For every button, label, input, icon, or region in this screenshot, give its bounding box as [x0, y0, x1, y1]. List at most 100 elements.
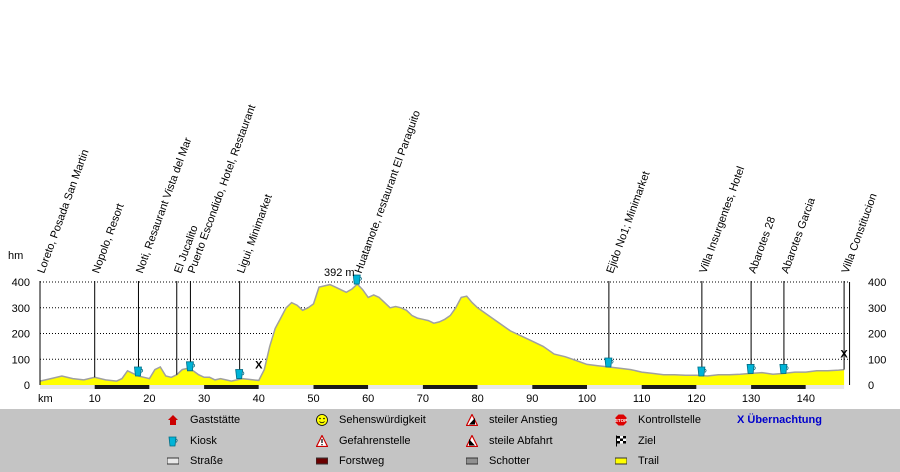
x-tick-label: 80 [471, 393, 483, 405]
max-elevation-label: 392 m [324, 267, 355, 279]
x-axis-label: km [38, 393, 53, 405]
kiosk-cup-body [235, 369, 244, 379]
surface-segment-road [368, 385, 423, 389]
kiosk-cup-icon [779, 364, 789, 374]
kiosk-cup-icon [746, 364, 756, 374]
kiosk-cup-handle [611, 359, 614, 364]
kiosk-cup-body [746, 364, 755, 374]
x-tick-label: 70 [417, 393, 429, 405]
surface-segment-forest-track [422, 385, 478, 389]
kiosk-cup-handle [704, 368, 707, 373]
surface-segment-forest-track [751, 385, 806, 389]
waypoint-label: Huatamote, restaurant El Paraguito [353, 109, 423, 275]
x-tick-label: 130 [742, 393, 760, 405]
x-tick-label: 140 [797, 393, 815, 405]
elevation-profile-line [39, 283, 845, 382]
overnight-x-icon: X [255, 359, 263, 371]
x-tick-label: 100 [578, 393, 596, 405]
legend: Gaststätte Sehenswürdigkeit steiler Anst… [0, 409, 900, 472]
kiosk-cup-body [185, 361, 194, 372]
y-tick-label-right: 100 [868, 354, 886, 366]
x-tick-label: 30 [198, 393, 210, 405]
legend-label-gravel: Schotter [489, 455, 530, 467]
elevation-area [40, 284, 845, 385]
waypoint-label: Nopolo, Resort [90, 202, 126, 275]
y-tick-label-left: 0 [24, 380, 30, 392]
overnight-x-icon: X [840, 349, 848, 361]
y-tick-label-right: 300 [868, 303, 886, 315]
kiosk-cup-handle [242, 371, 245, 376]
surface-segment-road [149, 385, 205, 389]
surface-segment-road [805, 385, 845, 389]
legend-label-restaurant: Gaststätte [190, 414, 241, 426]
kiosk-cup-body [604, 357, 613, 368]
road-swatch-icon [167, 457, 179, 465]
kiosk-cup-body [697, 366, 706, 377]
y-tick-label-right: 0 [868, 380, 874, 392]
x-tick-label: 120 [687, 393, 705, 405]
legend-label-control: Kontrollstelle [638, 414, 701, 426]
surface-segment-road [477, 385, 533, 389]
surface-segment-road [40, 385, 95, 389]
x-tick-label: 110 [633, 393, 651, 405]
waypoint-label: Abarotes Garcia [779, 195, 818, 275]
kiosk-cup-handle [753, 366, 756, 371]
x-tick-label: 60 [362, 393, 374, 405]
legend-label-descent: steile Abfahrt [489, 435, 553, 447]
legend-label-overnight: X Übernachtung [737, 414, 822, 426]
kiosk-cup-handle [359, 276, 362, 281]
y-tick-label-left: 400 [12, 277, 30, 289]
kiosk-cup-icon [168, 436, 178, 447]
waypoint-label: Loreto, Posada San Martin [36, 148, 92, 275]
surface-segment-forest-track [94, 385, 150, 389]
kiosk-cup-icon [697, 366, 707, 377]
x-tick-label: 20 [143, 393, 155, 405]
kiosk-cup-icon [134, 366, 144, 377]
x-tick-label: 90 [526, 393, 538, 405]
y-tick-label-right: 400 [868, 277, 886, 289]
waypoint-label: Villa Insurgentes, Hotel [697, 165, 747, 275]
kiosk-cup-handle [786, 366, 789, 371]
x-tick-label: 50 [307, 393, 319, 405]
waypoint-label: Ejido No1; Minimarket [604, 170, 652, 275]
surface-segment-forest-track [313, 385, 369, 389]
kiosk-cup-handle [141, 368, 144, 373]
legend-label-forest: Forstweg [339, 455, 385, 467]
trail-swatch-icon [615, 457, 627, 465]
surface-segment-forest-track [204, 385, 259, 389]
house-icon [168, 415, 178, 425]
steep-climb-icon [466, 414, 478, 426]
kiosk-cup-body [779, 364, 788, 374]
y-tick-label-left: 300 [12, 303, 30, 315]
x-tick-label: 40 [253, 393, 265, 405]
y-tick-label-left: 200 [12, 329, 30, 341]
surface-segment-forest-track [641, 385, 697, 389]
gravel-swatch-icon [466, 457, 478, 465]
y-tick-label-left: 100 [12, 354, 30, 366]
waypoint-label: Ligui, Minimarket [235, 193, 275, 275]
kiosk-cup-icon [352, 274, 362, 285]
kiosk-cup-icon [235, 369, 245, 379]
legend-label-road: Straße [190, 455, 224, 467]
surface-segment-road [258, 385, 314, 389]
y-tick-label-right: 200 [868, 329, 886, 341]
y-axis-label: hm [8, 250, 23, 262]
smiley-icon [316, 414, 328, 426]
kiosk-cup-body [352, 274, 361, 285]
warning-icon [316, 435, 328, 447]
legend-label-finish: Ziel [638, 435, 656, 447]
stop-sign-icon: STOP [615, 414, 627, 426]
surface-segment-forest-track [532, 385, 587, 389]
legend-label-kiosk: Kiosk [190, 435, 217, 447]
x-tick-label: 10 [89, 393, 101, 405]
legend-label-trail: Trail [638, 455, 659, 467]
axes: 0 0 100 100 200 200 300 300 400 400 hm km 10 20 30 40 50… [8, 250, 886, 405]
waypoint-label: Abarotes 28 [747, 215, 779, 275]
kiosk-cup-icon [604, 357, 614, 368]
steep-descent-icon [466, 435, 478, 447]
checkered-flag-icon [616, 435, 626, 447]
legend-label-sight: Sehenswürdigkeit [339, 414, 426, 426]
legend-label-danger: Gefahrenstelle [339, 435, 411, 447]
kiosk-cup-handle [193, 363, 196, 368]
